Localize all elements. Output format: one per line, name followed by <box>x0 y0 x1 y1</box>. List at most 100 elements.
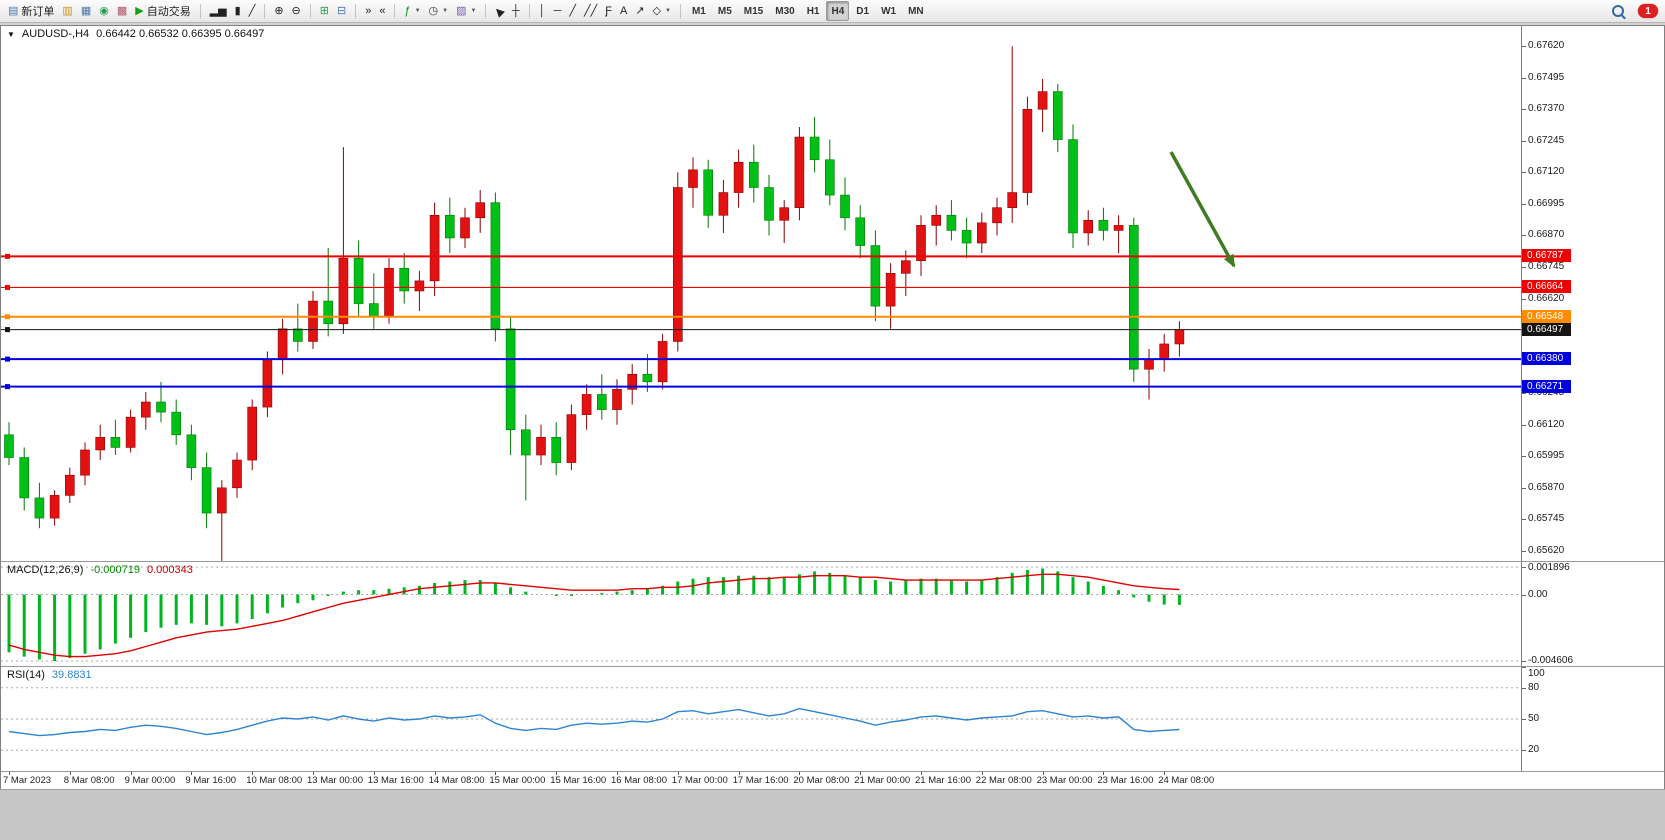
tile-windows-button[interactable]: ⊞ <box>316 1 333 21</box>
bar-chart-button[interactable]: ▂▅ <box>206 1 231 21</box>
tf-m15-button[interactable]: M15 <box>743 5 764 17</box>
arrows-button[interactable]: ↗ <box>631 1 648 21</box>
time-axis-label: 17 Mar 16:00 <box>732 775 789 786</box>
charts-button[interactable]: ▥ <box>58 1 76 21</box>
axis-tick <box>1522 46 1526 48</box>
auto-scroll-button[interactable]: » <box>361 1 375 21</box>
templates-icon: ▨ <box>456 4 467 17</box>
macd-chart[interactable] <box>1 562 1521 666</box>
axis-tick <box>1522 667 1526 668</box>
zoom-in-button[interactable]: ⊕ <box>270 1 287 21</box>
axis-tick <box>1522 424 1526 426</box>
price-line-tag: 0.66271 <box>1522 379 1571 393</box>
time-tick <box>69 772 71 775</box>
autotrading-icon: ▶ <box>135 4 144 17</box>
channel-button[interactable]: ╱╱ <box>580 1 601 21</box>
cursor-button[interactable]: ▶ <box>491 1 507 21</box>
rsi-value: 39.8831 <box>51 669 92 681</box>
time-axis-label: 16 Mar 08:00 <box>611 775 667 786</box>
vertical-line-icon: │ <box>538 4 546 17</box>
templates-button[interactable]: ▨ ▼ <box>452 1 480 21</box>
search-button[interactable] <box>1608 1 1628 21</box>
axis-tick <box>1522 109 1526 111</box>
collapse-triangle-icon[interactable]: ▼ <box>7 29 15 39</box>
time-axis-label: 13 Mar 16:00 <box>367 775 424 786</box>
rsi-axis[interactable]: 100 80 50 20 <box>1521 667 1664 771</box>
shapes-button[interactable]: ◇ ▼ <box>649 1 675 21</box>
trendline-button[interactable]: ╱ <box>565 1 580 21</box>
time-axis[interactable]: 7 Mar 2023 8 Mar 08:00 9 Mar 00:00 9 Mar 16… <box>1 772 1664 789</box>
vertical-line-button[interactable]: │ <box>535 1 550 21</box>
text-button[interactable]: A <box>616 1 631 21</box>
data-window-button[interactable]: ▩ <box>113 1 131 21</box>
rsi-axis-label: 80 <box>1528 681 1540 693</box>
tf-mn-button[interactable]: MN <box>908 5 924 17</box>
macd-axis-label: 0.00 <box>1528 588 1548 600</box>
horizontal-line-button[interactable]: ─ <box>550 1 566 21</box>
line-chart-button[interactable]: ╱ <box>245 1 260 21</box>
time-axis-label: 22 Mar 08:00 <box>975 775 1032 786</box>
new-order-label: 新订单 <box>21 6 55 18</box>
new-order-button[interactable]: ▤ 新订单 <box>4 1 58 21</box>
cascade-windows-button[interactable]: ⊟ <box>333 1 350 21</box>
autotrading-button[interactable]: ▶ 自动交易 <box>131 1 194 21</box>
rsi-chart[interactable] <box>1 667 1521 771</box>
trendline-icon: ╱ <box>569 4 576 17</box>
zoom-out-button[interactable]: ⊖ <box>288 1 305 21</box>
candlestick-button[interactable]: ▮ <box>231 1 245 21</box>
autotrading-label: 自动交易 <box>146 6 191 18</box>
tf-m5-button[interactable]: M5 <box>717 5 732 17</box>
time-axis-label: 9 Mar 16:00 <box>185 775 237 786</box>
time-tick <box>191 772 193 775</box>
tf-h1-button[interactable]: H1 <box>806 5 820 17</box>
indicators-button[interactable]: ƒ ▼ <box>400 1 424 21</box>
periods-button[interactable]: ◷ ▼ <box>425 1 453 21</box>
time-tick <box>556 772 558 775</box>
tf-m1-button[interactable]: M1 <box>691 5 706 17</box>
toolbar-separator <box>485 4 487 18</box>
tf-m30-button[interactable]: M30 <box>775 5 795 17</box>
price-panel: ▼ AUDUSD-,H4 0.66442 0.66532 0.66395 0.6… <box>1 26 1664 562</box>
axis-tick <box>1522 456 1526 458</box>
axis-tick <box>1522 487 1526 489</box>
price-axis-label: 0.67370 <box>1528 103 1565 115</box>
fibonacci-button[interactable]: Ƒ <box>601 1 616 21</box>
time-tick <box>313 772 314 775</box>
rsi-panel: RSI(14) 39.8831 100 80 50 20 <box>1 667 1664 772</box>
time-axis-label: 7 Mar 2023 <box>3 775 52 786</box>
market-watch-button[interactable]: ◉ <box>95 1 113 21</box>
time-tick <box>252 772 254 775</box>
tf-d1-button[interactable]: D1 <box>856 5 870 17</box>
time-axis-label: 23 Mar 00:00 <box>1036 775 1093 786</box>
toolbar-separator <box>309 4 311 18</box>
tile-windows-icon: ⊞ <box>319 4 329 17</box>
tf-h4-button[interactable]: H4 <box>826 1 850 21</box>
macd-axis[interactable]: 0.001896 0.00 -0.004606 <box>1521 562 1664 666</box>
dropdown-arrow-icon: ▼ <box>442 8 449 14</box>
rsi-title: RSI(14) 39.8831 <box>7 669 92 681</box>
tf-w1-button[interactable]: W1 <box>881 5 897 17</box>
auto-scroll-icon: » <box>365 4 372 17</box>
time-tick <box>1042 772 1044 775</box>
time-axis-label: 21 Mar 00:00 <box>854 775 911 786</box>
price-axis-label: 0.66120 <box>1528 418 1565 430</box>
dropdown-arrow-icon: ▼ <box>414 8 421 14</box>
time-tick <box>1164 772 1166 775</box>
axis-tick <box>1522 203 1526 205</box>
zoom-out-icon: ⊖ <box>291 4 301 17</box>
axis-tick <box>1522 393 1526 395</box>
profiles-button[interactable]: ▦ <box>77 1 95 21</box>
price-axis[interactable]: 0.67620 0.67495 0.67370 0.67245 0.67120 0.669… <box>1521 26 1664 561</box>
time-axis-label: 15 Mar 16:00 <box>550 775 607 786</box>
notification-badge[interactable]: 1 <box>1638 4 1658 18</box>
time-tick <box>981 772 983 775</box>
charts-icon: ▥ <box>62 4 73 17</box>
time-axis-label: 8 Mar 08:00 <box>63 775 115 786</box>
symbol-label: AUDUSD-,H4 <box>21 28 90 40</box>
price-line-tag: 0.66664 <box>1522 280 1571 294</box>
main-chart[interactable] <box>1 26 1521 561</box>
time-axis-label: 24 Mar 08:00 <box>1158 775 1215 786</box>
crosshair-button[interactable]: ┼ <box>508 1 524 21</box>
price-axis-label: 0.67245 <box>1528 134 1565 146</box>
chart-shift-button[interactable]: « <box>375 1 389 21</box>
